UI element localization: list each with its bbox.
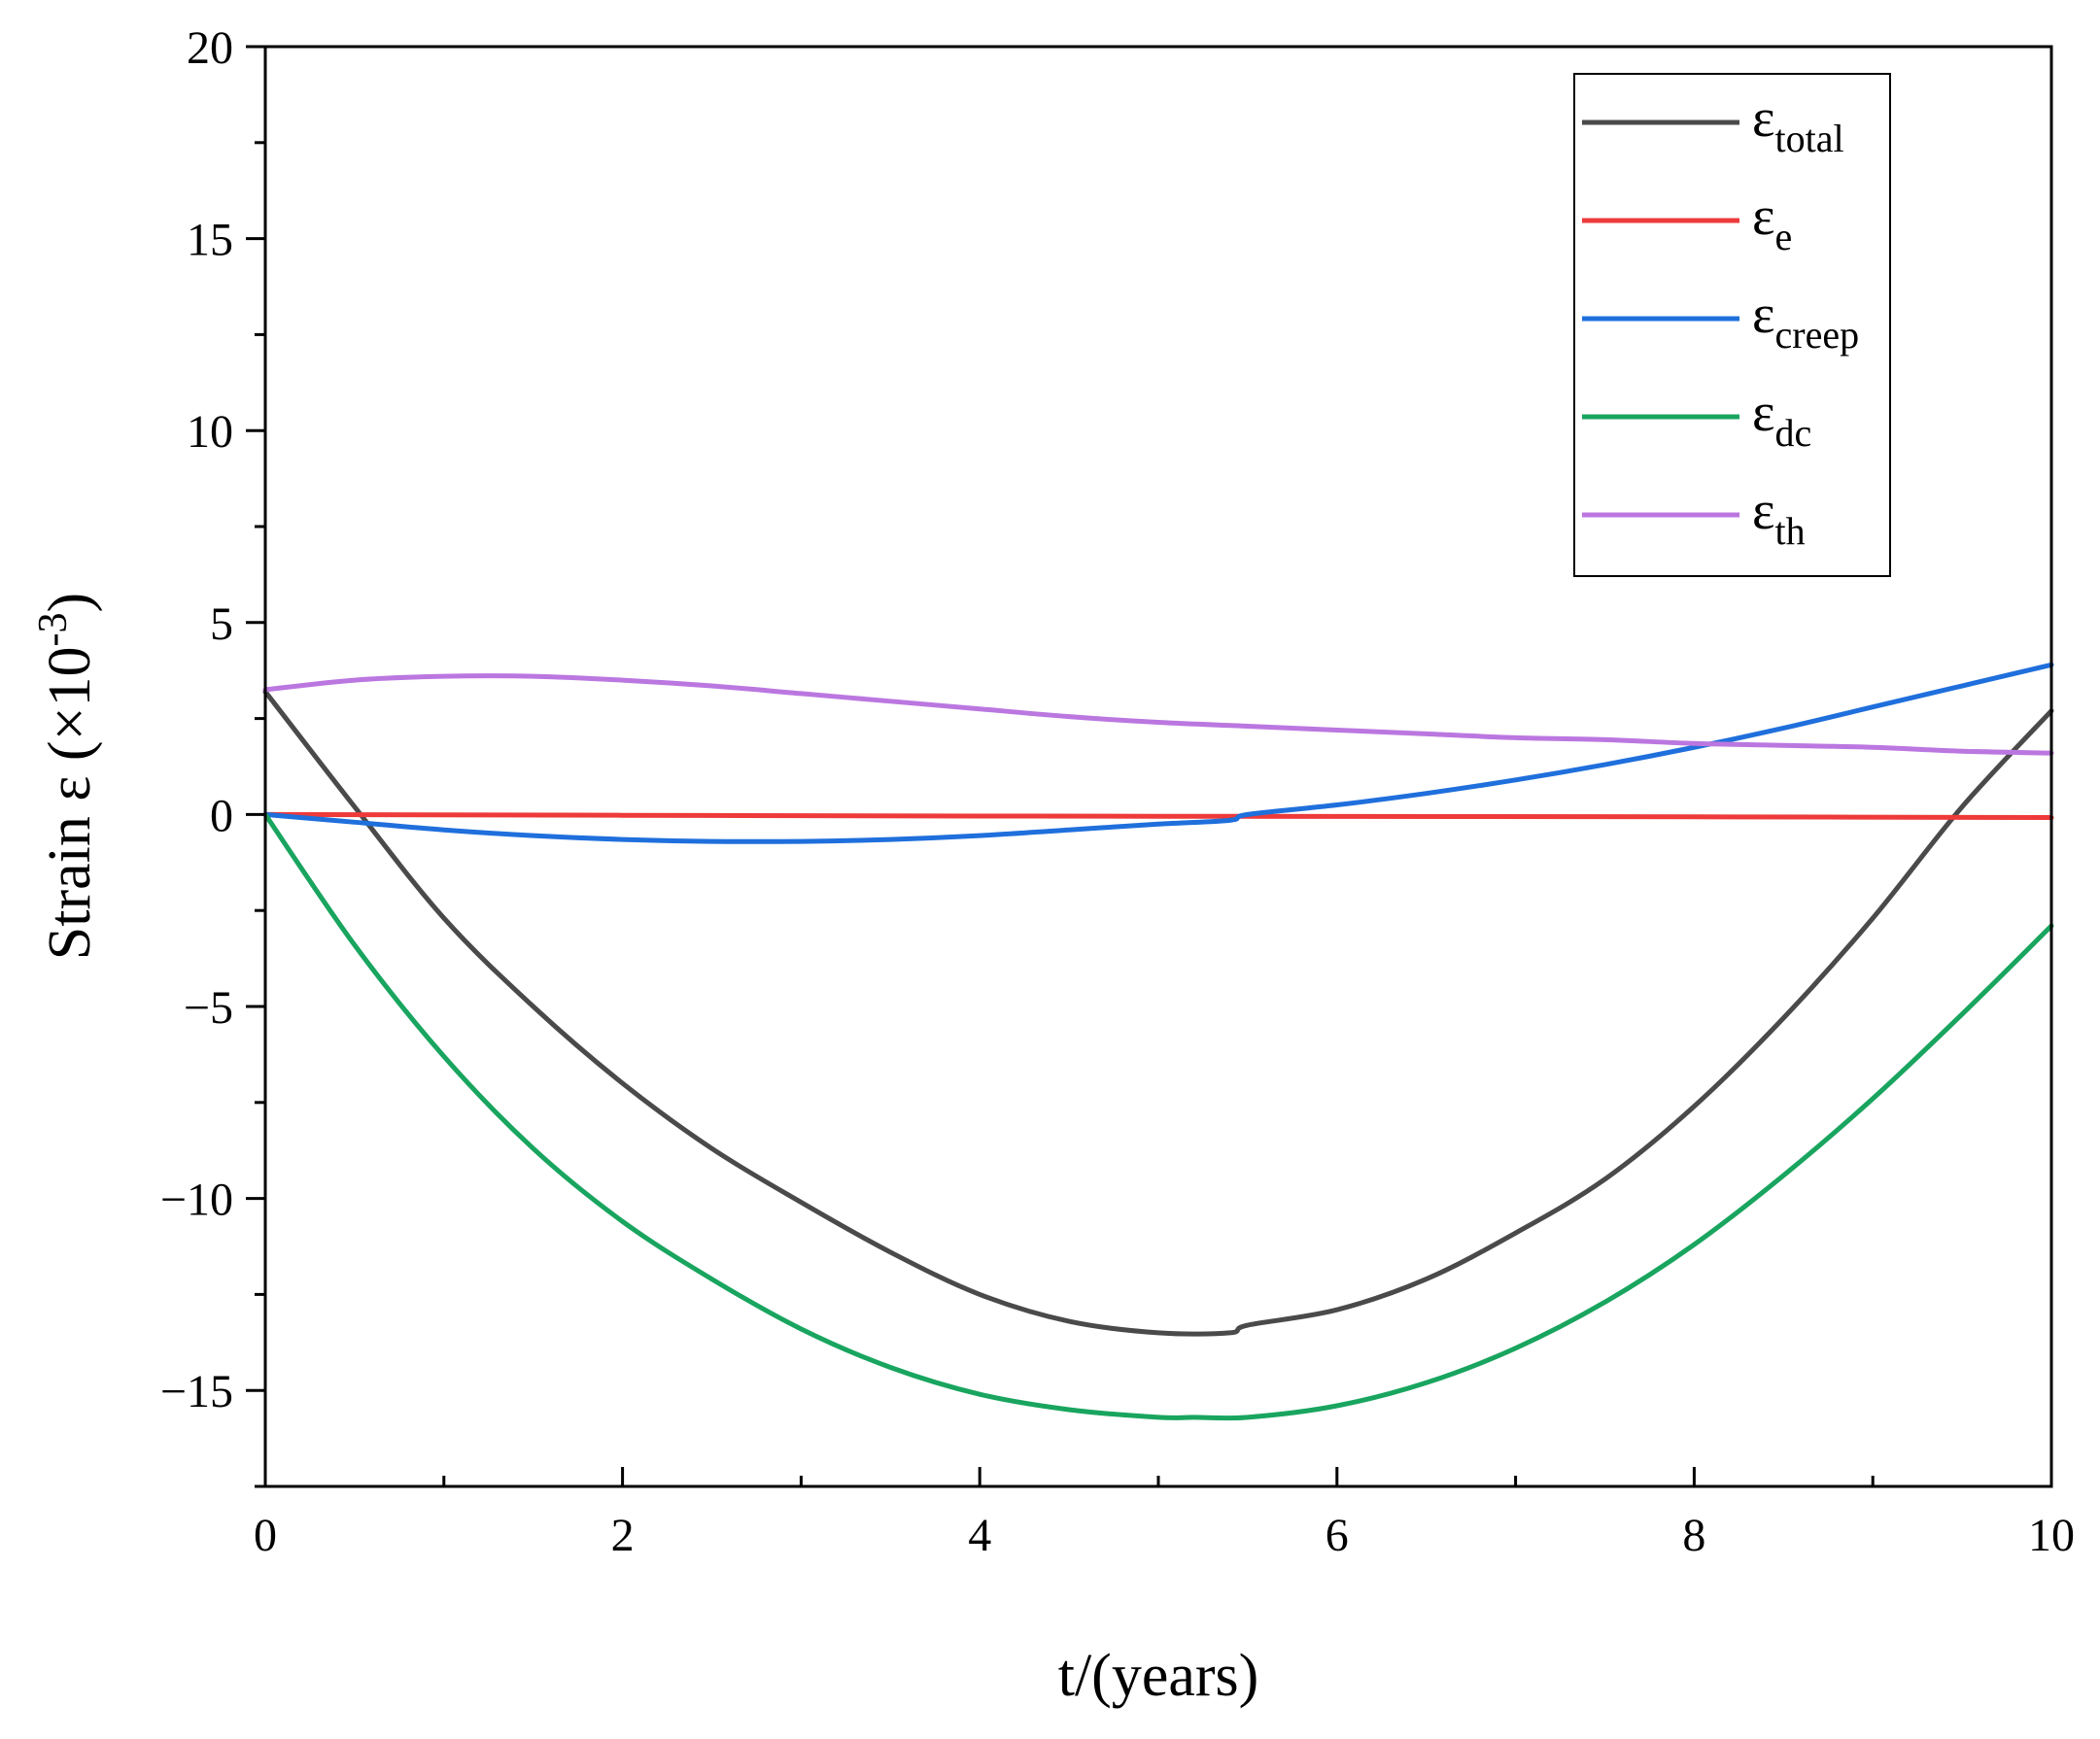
x-tick-label: 0 [254, 1510, 277, 1561]
series-line-dc [262, 811, 2054, 1421]
legend-label-th: εth [1752, 481, 1806, 553]
x-tick-label: 4 [968, 1510, 991, 1561]
series-line-e [262, 811, 2054, 821]
y-axis-title-prefix: Strain ε (×10 [37, 646, 103, 960]
axis-ticks: 0 2 4 6 8 10 −15 −10 −5 0 5 10 15 20 [160, 22, 2075, 1561]
y-tick-label: −10 [160, 1175, 233, 1226]
legend-label-total: εtotal [1752, 88, 1844, 160]
y-axis-title: Strain ε (×10-3) [31, 593, 103, 960]
y-tick-label: 0 [210, 790, 233, 841]
series-line-th [262, 673, 2054, 756]
x-tick-label: 6 [1325, 1510, 1349, 1561]
series-layer [262, 662, 2054, 1421]
legend-label-creep: εcreep [1752, 285, 1859, 357]
x-axis-title: t/(years) [1058, 1643, 1259, 1709]
y-tick-label: 15 [187, 215, 233, 266]
x-tick-label: 10 [2028, 1510, 2075, 1561]
y-axis-title-exponent: -3 [31, 612, 76, 646]
y-tick-label: 10 [187, 406, 233, 458]
series-line-creep [262, 662, 2054, 844]
y-tick-label: 5 [210, 598, 233, 650]
legend-label-dc: εdc [1752, 383, 1811, 455]
legend-box [1573, 73, 1891, 577]
legend: εtotal εe εcreep εdc εth [1573, 73, 1891, 577]
x-tick-label: 8 [1682, 1510, 1705, 1561]
y-tick-label: −15 [160, 1366, 233, 1417]
legend-label-e: εe [1752, 187, 1792, 258]
y-tick-label: −5 [184, 982, 233, 1034]
y-axis-title-suffix: ) [37, 593, 103, 613]
x-tick-label: 2 [611, 1510, 635, 1561]
y-tick-label: 20 [187, 22, 233, 74]
series-line-total [262, 689, 2054, 1337]
